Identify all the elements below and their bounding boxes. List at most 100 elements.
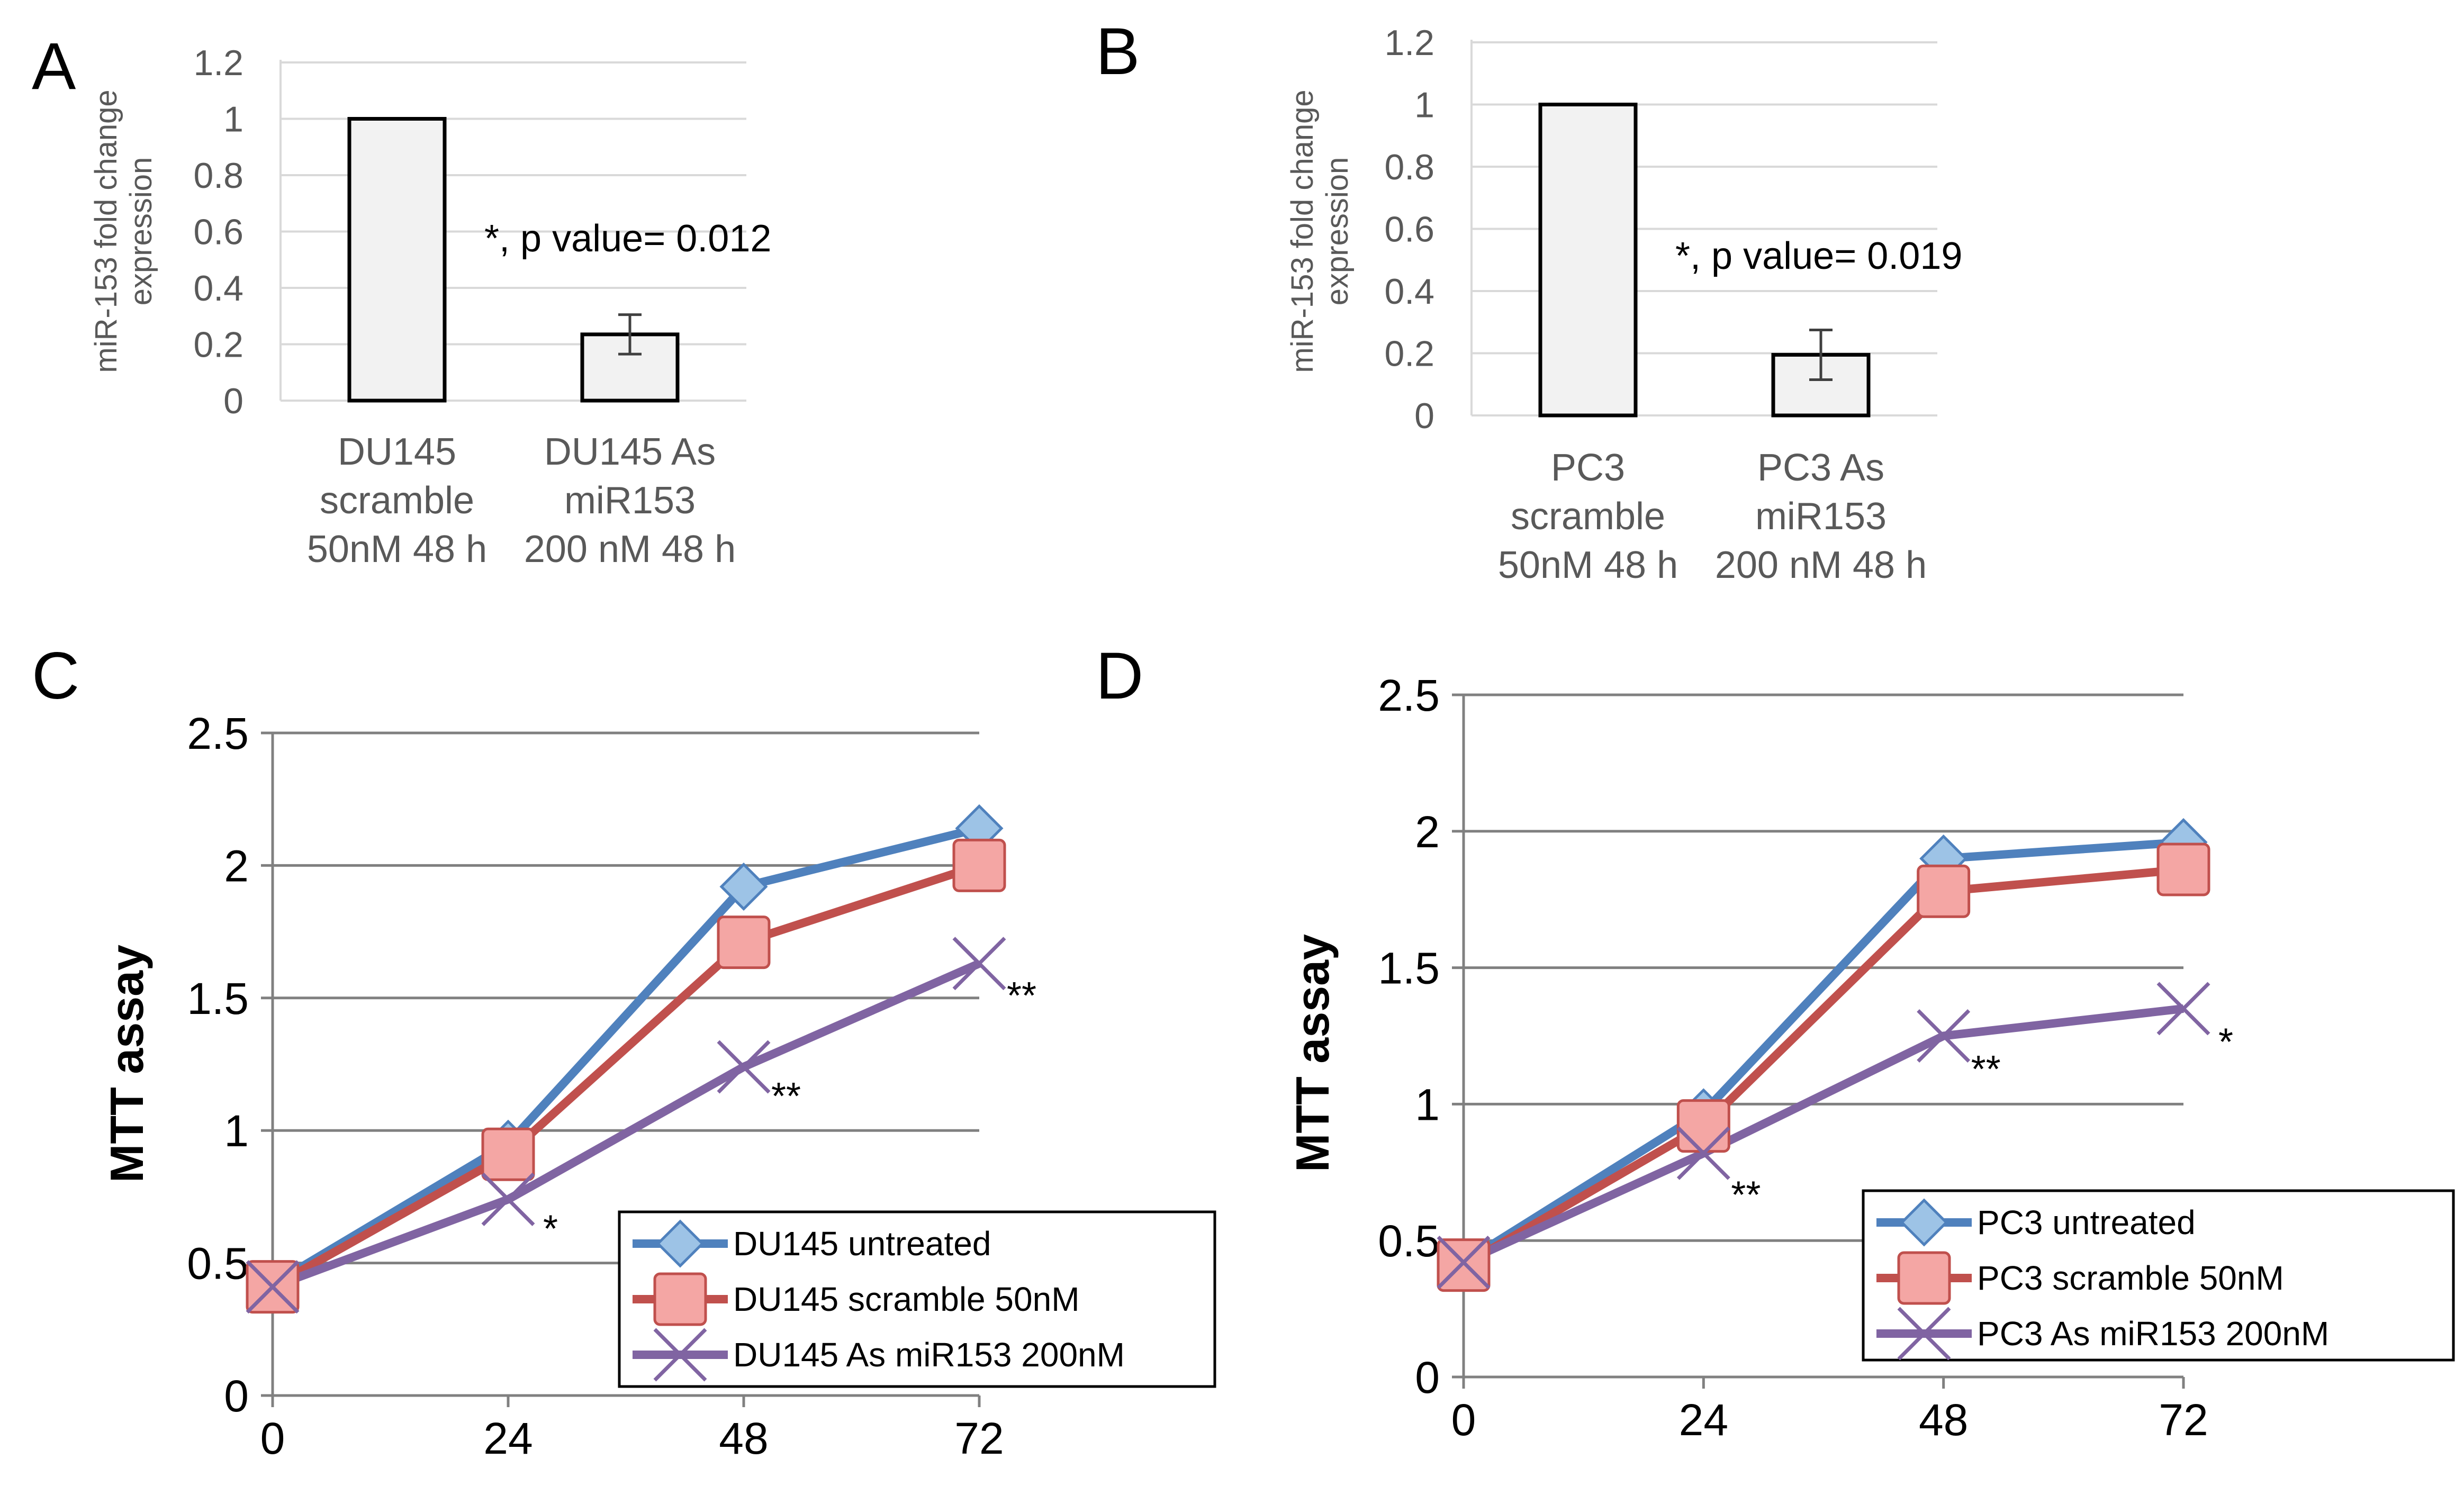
- y-tick-label: 1: [1415, 1080, 1440, 1129]
- y-tick-label: 1: [223, 99, 243, 140]
- data-point-square: [1437, 1238, 1491, 1292]
- y-axis-label: miR-153 fold changeexpression: [1285, 89, 1355, 373]
- x-category-label-line: miR153: [1755, 495, 1887, 538]
- x-tick-label: 72: [2159, 1395, 2208, 1445]
- series-line: [270, 824, 980, 1288]
- x-category-label: DU145 scramble 50nM 48 h: [307, 431, 487, 570]
- y-tick-label: 0: [1415, 1353, 1440, 1402]
- y-tick-label: 0.5: [187, 1239, 249, 1289]
- y-tick-label: 0: [224, 1371, 249, 1421]
- data-point-square: [1676, 1099, 1730, 1153]
- panel-label-d: D: [1096, 639, 1143, 713]
- data-point-square: [1897, 1251, 1951, 1305]
- y-tick-label: 0.6: [193, 212, 243, 252]
- data-point-x: [952, 937, 1006, 991]
- series-line: [1461, 865, 2184, 1269]
- data-point-diamond: [719, 862, 768, 911]
- x-category-label: DU145 As miR153 200 nM 48 h: [524, 431, 736, 570]
- series-line: [1461, 1004, 2184, 1266]
- y-tick-label: 0.8: [193, 156, 243, 196]
- x-tick-label: 48: [1919, 1395, 1968, 1445]
- x-tick-label: 24: [483, 1413, 532, 1463]
- y-tick-label: 1.2: [193, 43, 243, 83]
- x-category-label-line: DU145 As: [544, 431, 716, 473]
- data-point-x: [1897, 1307, 1951, 1361]
- y-tick-label: 0: [223, 381, 243, 421]
- series-line: [270, 861, 981, 1291]
- y-axis-label-line: expression: [1320, 157, 1355, 305]
- legend-label: PC3 As miR153 200nM: [1977, 1315, 2329, 1353]
- x-category-label-line: 200 nM 48 h: [524, 528, 736, 570]
- y-axis-label-line: miR-153 fold change: [1285, 89, 1320, 373]
- data-point-square: [1917, 864, 1971, 918]
- y-tick-label: 1.5: [1378, 944, 1440, 993]
- data-point-x: [653, 1328, 707, 1382]
- y-tick-label: 1: [1414, 85, 1434, 125]
- panel-label-a: A: [32, 30, 76, 103]
- y-tick-label: 2.5: [1378, 670, 1440, 720]
- data-point-x: [246, 1260, 300, 1314]
- y-tick-label: 2: [1415, 807, 1440, 857]
- panel-a-bar-chart: 0 0.2 0.4 0.6 0.8 1 1.2 miR-153 fold changeexpr…: [89, 43, 771, 570]
- series-line: [271, 959, 981, 1291]
- x-category-label-line: PC3 As: [1757, 447, 1884, 489]
- y-axis-label: MTT assay: [101, 945, 153, 1183]
- y-axis-label: miR-153 fold changeexpression: [89, 89, 158, 373]
- x-tick-label: 48: [719, 1413, 768, 1463]
- significance-marker: *: [2218, 1021, 2233, 1064]
- significance-marker: **: [1007, 975, 1036, 1017]
- x-tick-label: 0: [260, 1413, 285, 1463]
- bar: [1538, 103, 1638, 418]
- data-point-square: [2156, 842, 2210, 896]
- x-category-label-line: PC3: [1551, 447, 1625, 489]
- data-point-diamond: [1900, 1198, 1948, 1247]
- data-point-x: [1437, 1235, 1491, 1289]
- data-point-square: [717, 916, 771, 969]
- data-point-x: [1917, 1009, 1971, 1063]
- significance-annotation: *, p value= 0.012: [484, 218, 771, 260]
- series-line: [1461, 838, 2184, 1266]
- y-axis-label-line: expression: [124, 157, 158, 305]
- panel-label-b: B: [1096, 15, 1140, 88]
- y-tick-label: 2: [224, 841, 249, 891]
- significance-marker: **: [1971, 1048, 2001, 1091]
- x-category-label-line: 50nM 48 h: [307, 528, 487, 570]
- legend-label: DU145 scramble 50nM: [733, 1280, 1080, 1318]
- panel-label-c: C: [32, 639, 79, 713]
- y-tick-label: 0.8: [1384, 147, 1434, 187]
- y-axis-label: MTT assay: [1286, 934, 1339, 1172]
- legend-label: DU145 As miR153 200nM: [733, 1336, 1125, 1374]
- bar: [347, 117, 447, 403]
- data-point-x: [717, 1040, 771, 1094]
- y-axis-label-line: miR-153 fold change: [89, 89, 123, 373]
- significance-annotation: *, p value= 0.019: [1675, 235, 1962, 277]
- legend-label: PC3 scramble 50nM: [1977, 1259, 2284, 1297]
- y-tick-label: 1: [224, 1106, 249, 1156]
- x-category-label-line: 200 nM 48 h: [1715, 544, 1927, 586]
- data-point-x: [1676, 1126, 1730, 1180]
- y-tick-label: 0.4: [193, 268, 243, 309]
- significance-marker: *: [543, 1208, 558, 1251]
- legend-label: DU145 untreated: [733, 1225, 991, 1263]
- data-point-square: [952, 838, 1006, 892]
- y-tick-label: 0.2: [193, 325, 243, 365]
- x-tick-label: 24: [1679, 1395, 1728, 1445]
- y-tick-label: 0.4: [1384, 271, 1434, 312]
- data-point-diamond: [656, 1219, 705, 1268]
- x-tick-label: 72: [954, 1413, 1004, 1463]
- x-category-label-line: miR153: [564, 479, 696, 522]
- significance-marker: **: [771, 1075, 801, 1118]
- y-tick-label: 0.2: [1384, 334, 1434, 374]
- panel-b-bar-chart: 0 0.2 0.4 0.6 0.8 1 1.2 miR-153 fold changeexpr…: [1285, 23, 1962, 586]
- data-point-square: [481, 1127, 535, 1181]
- y-tick-label: 1.2: [1384, 23, 1434, 63]
- legend-label: PC3 untreated: [1977, 1203, 2196, 1242]
- data-point-x: [481, 1172, 535, 1226]
- x-category-label-line: scramble: [320, 479, 474, 522]
- x-tick-label: 0: [1451, 1395, 1476, 1445]
- x-category-label: PC3 scramble 50nM 48 h: [1498, 447, 1678, 586]
- y-tick-label: 1.5: [187, 974, 249, 1023]
